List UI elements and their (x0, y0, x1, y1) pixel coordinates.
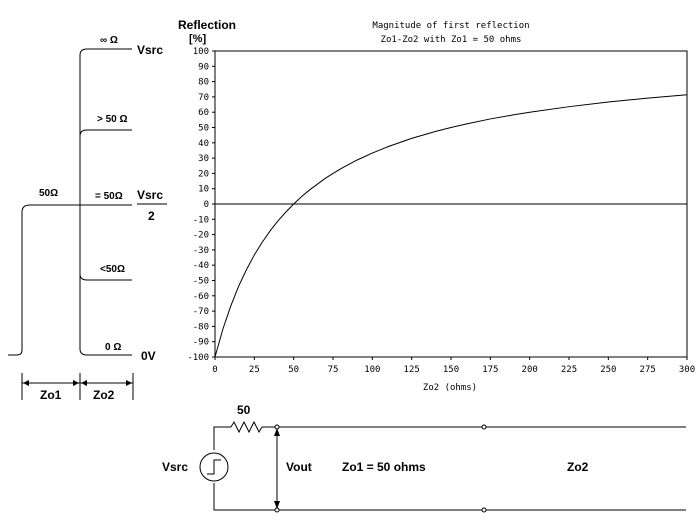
label-equal-50-ohm: = 50Ω (95, 191, 123, 202)
y-tick-label: 50 (198, 124, 209, 134)
circuit-top-left-wire (213, 426, 231, 450)
y-tick-label: -40 (193, 261, 209, 271)
node-junction-top (481, 424, 487, 430)
label-zo2-line: Zo2 (567, 460, 589, 474)
label-zo2-segment: Zo2 (93, 388, 115, 402)
y-tick-label: -50 (193, 277, 209, 287)
y-tick-label: 90 (198, 62, 209, 72)
label-zero-ohm: 0 Ω (105, 342, 121, 353)
x-tick-label: 50 (288, 365, 299, 375)
y-tick-label: -10 (193, 215, 209, 225)
y-tick-label: 30 (198, 154, 209, 164)
label-resistor-50: 50 (237, 403, 251, 417)
node-junction-bottom (481, 507, 487, 513)
label-circuit-vsrc: Vsrc (162, 460, 188, 474)
y-tick-label: 10 (198, 185, 209, 195)
label-infinite-ohm: ∞ Ω (100, 35, 118, 46)
waveform-zero-branch (79, 205, 132, 356)
label-vsrc-half-numerator: Vsrc (137, 188, 163, 202)
waveform-source-step (8, 204, 80, 356)
label-source-50-ohm: 50Ω (39, 188, 58, 199)
voltage-labels: Vsrc Vsrc 2 0V Zo1 Zo2 (40, 43, 163, 402)
y-tick-label: -80 (193, 322, 209, 332)
y-tick-label: 70 (198, 93, 209, 103)
label-zero-volts: 0V (141, 349, 156, 363)
y-tick-label: -30 (193, 246, 209, 256)
zo2-arrow-left (81, 380, 87, 386)
vout-arrow-down (274, 501, 280, 509)
reflection-chart: Magnitude of first reflection Zo1-Zo2 wi… (178, 18, 695, 393)
vout-arrow-up (274, 428, 280, 436)
chart-subtitle: Zo1-Zo2 with Zo1 = 50 ohms (381, 35, 522, 45)
x-tick-label: 150 (443, 365, 459, 375)
chart-y-axis-unit: [%] (189, 33, 206, 45)
y-tick-label: -20 (193, 231, 209, 241)
x-tick-label: 25 (249, 365, 260, 375)
y-tick-label: 80 (198, 78, 209, 88)
reflection-curve (214, 94, 688, 358)
x-tick-label: 100 (364, 365, 380, 375)
x-tick-label: 125 (404, 365, 420, 375)
y-tick-label: -100 (187, 353, 209, 363)
y-tick-label: 0 (204, 200, 209, 210)
zo2-arrow-right (126, 380, 132, 386)
waveform-greater-branch (79, 129, 132, 205)
voltage-source-step-icon (207, 459, 221, 475)
label-zo1-line: Zo1 = 50 ohms (342, 460, 426, 474)
x-tick-label: 300 (679, 365, 695, 375)
chart-y-axis-label: Reflection (178, 18, 236, 32)
circuit-labels: 50 Vsrc Vout Zo1 = 50 ohms Zo2 (162, 403, 589, 474)
label-less-50-ohm: <50Ω (100, 264, 125, 275)
waveform-labels: ∞ Ω > 50 Ω = 50Ω <50Ω 0 Ω 50Ω (39, 35, 128, 353)
chart-title: Magnitude of first reflection (372, 21, 529, 31)
waveform-arrowheads (23, 380, 132, 386)
y-tick-label: 100 (193, 47, 209, 57)
circuit-schematic (199, 420, 686, 511)
x-tick-label: 0 (212, 365, 217, 375)
circuit-resistor (230, 420, 263, 434)
label-vout: Vout (286, 460, 312, 474)
label-vsrc-half-denominator: 2 (148, 209, 155, 223)
label-vsrc: Vsrc (137, 43, 163, 57)
circuit-arrowheads (274, 428, 280, 509)
x-tick-label: 250 (600, 365, 616, 375)
label-greater-50-ohm: > 50 Ω (97, 114, 128, 125)
y-tick-label: 40 (198, 139, 209, 149)
y-tick-label: -90 (193, 338, 209, 348)
y-tick-label: -70 (193, 307, 209, 317)
chart-y-ticks: 1009080706050403020100-10-20-30-40-50-60… (187, 47, 215, 363)
chart-x-axis-label: Zo2 (ohms) (423, 383, 477, 393)
zo1-arrow-right (73, 380, 79, 386)
x-tick-label: 225 (561, 365, 577, 375)
circuit-bottom-left-wire (213, 483, 277, 511)
x-tick-label: 75 (328, 365, 339, 375)
y-tick-label: 60 (198, 108, 209, 118)
x-tick-label: 175 (482, 365, 498, 375)
voltage-source-symbol (199, 452, 229, 482)
y-tick-label: 20 (198, 169, 209, 179)
x-tick-label: 200 (522, 365, 538, 375)
chart-x-ticks: 0 25 50 75 100 125 150 175 200 225 250 275 300 (212, 357, 695, 375)
y-tick-label: -60 (193, 292, 209, 302)
label-zo1-segment: Zo1 (40, 388, 62, 402)
x-tick-label: 275 (640, 365, 656, 375)
waveform-diagram (8, 48, 167, 400)
waveform-infinite-branch (79, 48, 132, 205)
zo1-arrow-left (23, 380, 29, 386)
